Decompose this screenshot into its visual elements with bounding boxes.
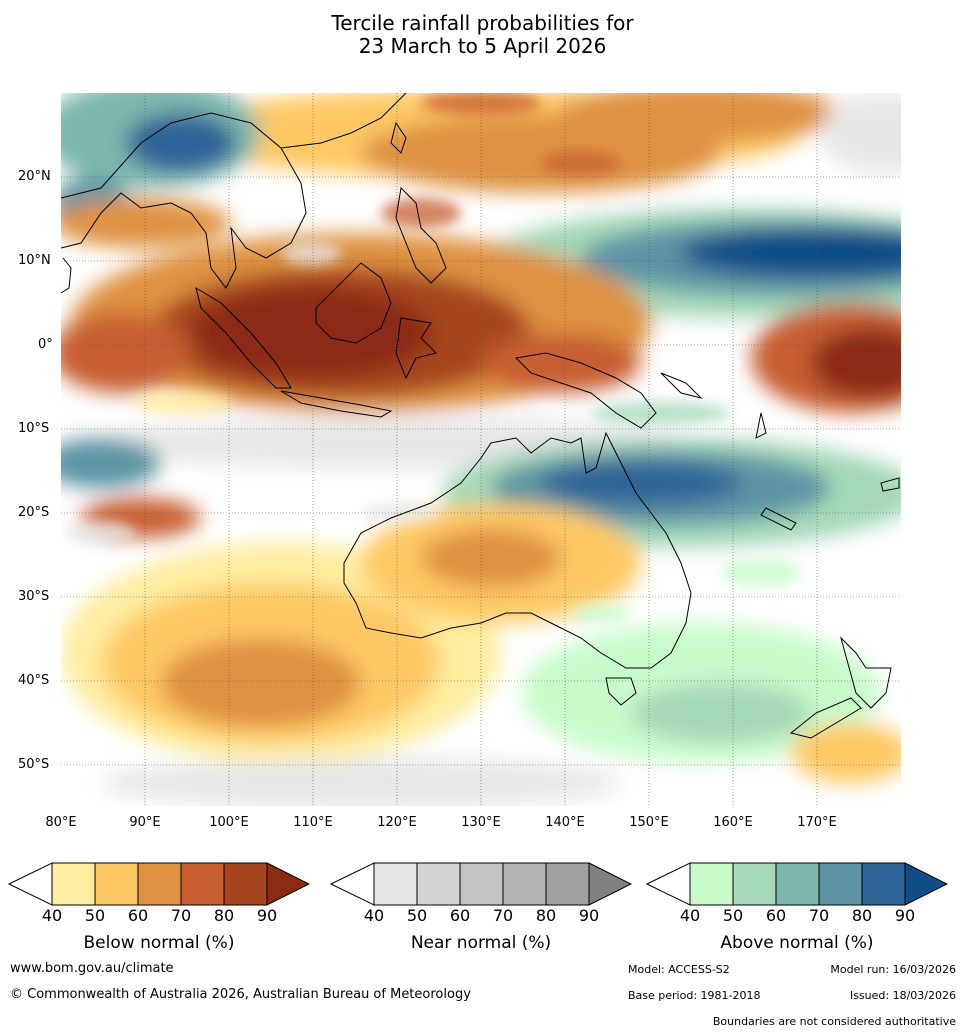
model-name: Model: ACCESS-S2: [628, 963, 730, 976]
below-normal-colorbar: [8, 862, 310, 906]
below-normal-tick-40: 40: [41, 906, 63, 925]
near-normal-tick-50: 50: [406, 906, 428, 925]
map-title-line1: Tercile rainfall probabilities for: [331, 11, 634, 35]
lat-label-10s: 10°S: [18, 421, 50, 436]
tasmania-coastline: [605, 677, 637, 706]
near-normal-tick-80: 80: [535, 906, 557, 925]
below-normal-swatch-low: [8, 862, 53, 906]
below-normal-tick-70: 70: [170, 906, 192, 925]
lon-label-100e: 100°E: [209, 815, 249, 830]
solomon-islands-coastline: [660, 372, 703, 399]
below-normal-swatch-high: [266, 862, 310, 906]
lon-label-140e: 140°E: [545, 815, 585, 830]
probability-field: [61, 93, 901, 806]
near-normal-swatch-50-60: [416, 862, 461, 906]
taiwan-coastline: [390, 121, 407, 154]
lat-label-equator: 0°: [38, 337, 53, 352]
boundaries-disclaimer: Boundaries are not considered authoritat…: [712, 1015, 956, 1028]
sumatra-coastline: [195, 286, 292, 389]
fiji-coastline: [880, 477, 900, 492]
model-run-date: Model run: 16/03/2026: [830, 963, 956, 976]
below-normal-swatch-60-70: [137, 862, 182, 906]
near-normal-label: Near normal (%): [410, 933, 552, 953]
above-normal-tick-90: 90: [894, 906, 916, 925]
above-normal-swatch-80-90: [861, 862, 906, 906]
lat-label-50s: 50°S: [18, 757, 50, 772]
above-normal-tick-40: 40: [679, 906, 701, 925]
below-normal-tick-50: 50: [84, 906, 106, 925]
lon-label-90e: 90°E: [129, 815, 161, 830]
below-normal-tick-80: 80: [213, 906, 235, 925]
lat-label-20n: 20°N: [18, 169, 51, 184]
near-normal-colorbar: [330, 862, 632, 906]
map-title-line2: 23 March to 5 April 2026: [358, 34, 607, 58]
lat-label-40s: 40°S: [18, 673, 50, 688]
above-normal-swatch-high: [904, 862, 948, 906]
lat-label-30s: 30°S: [18, 589, 50, 604]
lon-label-160e: 160°E: [713, 815, 753, 830]
below-normal-swatch-40-50: [51, 862, 96, 906]
lon-label-80e: 80°E: [45, 815, 77, 830]
sri-lanka-coastline: [61, 257, 72, 294]
issued-date: Issued: 18/03/2026: [849, 989, 956, 1002]
graticule: [61, 93, 901, 806]
below-normal-swatch-80-90: [223, 862, 268, 906]
lon-label-170e: 170°E: [797, 815, 837, 830]
near-normal-tick-90: 90: [578, 906, 600, 925]
map-canvas: [61, 93, 901, 806]
above-normal-tick-80: 80: [851, 906, 873, 925]
new-guinea-coastline: [514, 352, 657, 429]
above-normal-tick-60: 60: [765, 906, 787, 925]
new-caledonia-coastline: [760, 507, 797, 531]
lat-label-10n: 10°N: [18, 253, 51, 268]
indochina-coastline: [61, 112, 307, 289]
base-period: Base period: 1981-2018: [628, 989, 761, 1002]
above-normal-swatch-40-50: [689, 862, 734, 906]
new-zealand-south-coastline: [789, 697, 862, 739]
below-normal-swatch-70-80: [180, 862, 225, 906]
china-coastline: [280, 93, 407, 149]
lon-label-120e: 120°E: [377, 815, 417, 830]
lat-label-20s: 20°S: [18, 505, 50, 520]
near-normal-swatch-70-80: [502, 862, 547, 906]
near-normal-tick-70: 70: [492, 906, 514, 925]
probability-texture: [66, 93, 801, 623]
sulawesi-coastline: [395, 317, 437, 380]
new-zealand-north-coastline: [840, 636, 892, 709]
philippines-coastline: [395, 186, 447, 284]
near-normal-swatch-40-50: [373, 862, 418, 906]
lon-label-110e: 110°E: [293, 815, 333, 830]
near-normal-swatch-high: [588, 862, 632, 906]
vanuatu-coastline: [755, 412, 767, 439]
near-normal-tick-40: 40: [363, 906, 385, 925]
below-normal-swatch-50-60: [94, 862, 139, 906]
lon-label-150e: 150°E: [629, 815, 669, 830]
australia-coastline: [343, 431, 692, 669]
lon-label-130e: 130°E: [461, 815, 501, 830]
above-normal-colorbar: [646, 862, 948, 906]
coastlines: [61, 93, 900, 739]
above-normal-tick-70: 70: [808, 906, 830, 925]
above-normal-swatch-70-80: [818, 862, 863, 906]
near-normal-tick-60: 60: [449, 906, 471, 925]
rainfall-probability-map: [61, 93, 901, 806]
above-normal-tick-50: 50: [722, 906, 744, 925]
above-normal-swatch-low: [646, 862, 691, 906]
below-normal-tick-60: 60: [127, 906, 149, 925]
copyright-text: © Commonwealth of Australia 2026, Austra…: [10, 987, 471, 1002]
borneo-coastline: [315, 262, 392, 344]
above-normal-label: Above normal (%): [720, 933, 874, 953]
above-normal-swatch-50-60: [732, 862, 777, 906]
java-coastline: [280, 390, 393, 418]
near-normal-swatch-low: [330, 862, 375, 906]
near-normal-swatch-80-90: [545, 862, 590, 906]
below-normal-label: Below normal (%): [83, 933, 235, 953]
website-link[interactable]: www.bom.gov.au/climate: [10, 961, 174, 976]
above-normal-swatch-60-70: [775, 862, 820, 906]
below-normal-tick-90: 90: [256, 906, 278, 925]
near-normal-swatch-60-70: [459, 862, 504, 906]
